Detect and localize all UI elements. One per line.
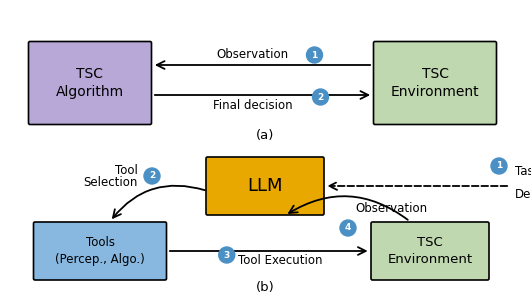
Circle shape — [306, 47, 322, 63]
Text: TSC
Environment: TSC Environment — [391, 67, 479, 99]
FancyArrowPatch shape — [170, 247, 366, 255]
FancyArrowPatch shape — [329, 182, 507, 190]
FancyBboxPatch shape — [371, 222, 489, 280]
Text: 1: 1 — [496, 162, 502, 170]
FancyBboxPatch shape — [33, 222, 167, 280]
Circle shape — [313, 89, 329, 105]
Text: 2: 2 — [318, 92, 323, 102]
Text: Tool Execution: Tool Execution — [238, 254, 323, 267]
FancyArrowPatch shape — [113, 186, 205, 218]
Text: 1: 1 — [311, 50, 318, 60]
Text: Observation: Observation — [217, 48, 288, 61]
FancyBboxPatch shape — [373, 41, 496, 125]
FancyArrowPatch shape — [289, 196, 408, 220]
FancyBboxPatch shape — [29, 41, 151, 125]
Text: Tool: Tool — [115, 164, 138, 176]
Text: LLM: LLM — [247, 177, 282, 195]
Text: (b): (b) — [255, 282, 275, 294]
Text: Description: Description — [515, 188, 531, 201]
Circle shape — [219, 247, 235, 263]
Text: 2: 2 — [149, 172, 155, 181]
Text: 4: 4 — [345, 224, 351, 232]
Text: Selection: Selection — [83, 176, 138, 189]
Text: TSC
Algorithm: TSC Algorithm — [56, 67, 124, 99]
Text: (a): (a) — [256, 130, 274, 142]
Text: Tools
(Percep., Algo.): Tools (Percep., Algo.) — [55, 236, 145, 266]
Circle shape — [491, 158, 507, 174]
FancyBboxPatch shape — [206, 157, 324, 215]
Circle shape — [340, 220, 356, 236]
Text: Observation: Observation — [355, 202, 427, 215]
Text: Final decision: Final decision — [213, 99, 292, 112]
Circle shape — [144, 168, 160, 184]
Text: TSC
Environment: TSC Environment — [388, 236, 473, 266]
Text: 3: 3 — [224, 251, 230, 260]
FancyArrowPatch shape — [155, 91, 368, 99]
Text: Task: Task — [515, 165, 531, 178]
FancyArrowPatch shape — [157, 61, 370, 69]
